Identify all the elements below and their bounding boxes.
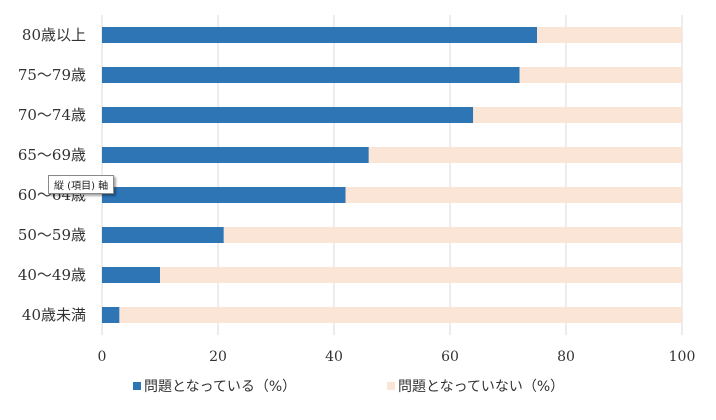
category-label: 40歳未満 [22,306,86,324]
x-tick-label: 100 [669,349,696,365]
x-tick-label: 80 [557,349,575,365]
x-tick-label: 0 [98,349,107,365]
category-label: 70～74歳 [18,106,86,124]
category-label: 65～69歳 [18,146,86,164]
bar-no-problem-3 [368,147,682,163]
legend-swatch [133,382,141,390]
bar-problem-4 [102,187,346,203]
bar-no-problem-4 [345,187,682,203]
category-label: 50～59歳 [18,226,86,244]
bar-no-problem-5 [223,227,683,243]
grid-lines [101,15,683,335]
legend: 問題となっている（%） 問題となっていない（%） [133,379,564,395]
bar-problem-7 [102,307,120,323]
bar-problem-0 [102,27,537,43]
bar-no-problem-1 [519,67,682,83]
bars [102,27,683,323]
bar-no-problem-0 [537,27,682,43]
x-tick-label: 20 [209,349,227,365]
legend-swatch [387,382,395,390]
bar-problem-5 [102,227,224,243]
bar-problem-6 [102,267,160,283]
category-label: 40～49歳 [18,266,86,284]
category-label: 75～79歳 [18,66,86,84]
legend-label: 問題となっている（%） [144,379,296,395]
category-label: 80歳以上 [22,26,86,44]
x-tick-label: 60 [441,349,459,365]
value-axis: 0 20 40 60 80 100 [98,349,696,365]
bar-no-problem-2 [473,107,682,123]
legend-label: 問題となっていない（%） [398,379,564,395]
bar-problem-1 [102,67,520,83]
bar-problem-2 [102,107,474,123]
x-tick-label: 40 [325,349,343,365]
axis-tooltip: 縦 (項目) 軸 [48,175,115,194]
bar-no-problem-6 [160,267,682,283]
bar-no-problem-7 [119,307,682,323]
bar-problem-3 [102,147,369,163]
